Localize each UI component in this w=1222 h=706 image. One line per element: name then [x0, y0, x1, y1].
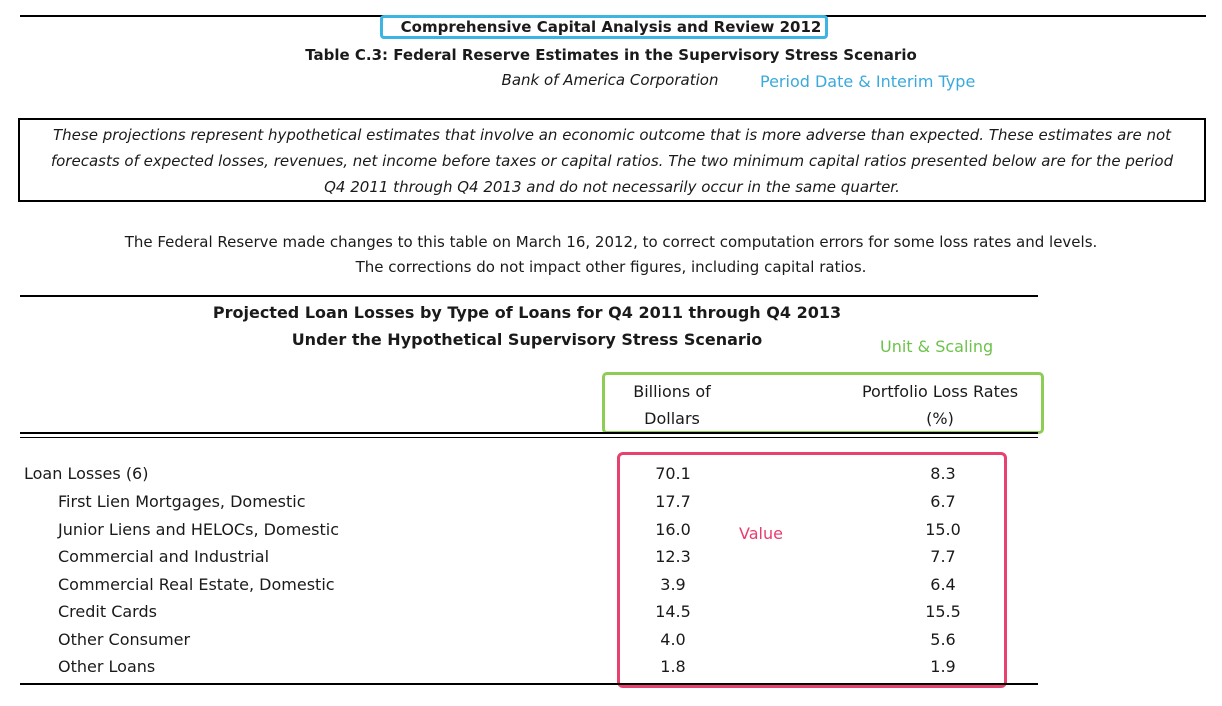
- loss-rate-value: 1.9: [930, 657, 956, 676]
- header-double-rule: [20, 432, 1038, 434]
- unit-annotation: Unit & Scaling: [880, 337, 994, 356]
- report-title: Comprehensive Capital Analysis and Revie…: [400, 18, 822, 36]
- table-row: Commercial Real Estate, Domestic 3.9 6.4: [0, 575, 1222, 602]
- row-label: Credit Cards: [58, 602, 157, 621]
- loss-rate-value: 15.0: [925, 520, 961, 539]
- row-label: First Lien Mortgages, Domestic: [58, 492, 306, 511]
- table-title-line: Under the Hypothetical Supervisory Stres…: [291, 330, 763, 349]
- column-header-line: Billions of: [633, 382, 711, 401]
- period-highlight-box: [380, 15, 828, 39]
- billions-value: 3.9: [660, 575, 686, 594]
- table-title: Projected Loan Losses by Type of Loans f…: [100, 299, 954, 353]
- billions-value: 17.7: [655, 492, 691, 511]
- disclaimer-box: These projections represent hypothetical…: [18, 118, 1206, 202]
- billions-value: 12.3: [655, 547, 691, 566]
- value-annotation: Value: [739, 524, 783, 543]
- billions-value: 1.8: [660, 657, 686, 676]
- column-header-line: Portfolio Loss Rates: [861, 382, 1019, 401]
- loss-rate-value: 7.7: [930, 547, 956, 566]
- column-header-line: (%): [926, 409, 954, 428]
- loss-rate-value: 15.5: [925, 602, 961, 621]
- row-label: Other Consumer: [58, 630, 191, 649]
- column-header-billions: Billions of Dollars: [608, 378, 736, 432]
- loss-rate-value: 5.6: [930, 630, 956, 649]
- table-row: Other Consumer 4.0 5.6: [0, 630, 1222, 657]
- row-label: Other Loans: [58, 657, 156, 676]
- disclaimer-line: forecasts of expected losses, revenues, …: [50, 152, 1174, 170]
- column-header-line: Dollars: [644, 409, 700, 428]
- table-row: Credit Cards 14.5 15.5: [0, 602, 1222, 629]
- table-row: Junior Liens and HELOCs, Domestic 16.0 1…: [0, 520, 1222, 547]
- correction-note: The Federal Reserve made changes to this…: [60, 230, 1162, 280]
- table-subtitle: Table C.3: Federal Reserve Estimates in …: [305, 46, 917, 64]
- table-row: Other Loans 1.8 1.9: [0, 657, 1222, 684]
- disclaimer-line: These projections represent hypothetical…: [52, 126, 1172, 144]
- row-label: Commercial Real Estate, Domestic: [58, 575, 335, 594]
- loss-rate-value: 8.3: [930, 464, 956, 483]
- disclaimer-line: Q4 2011 through Q4 2013 and do not neces…: [324, 178, 900, 196]
- loss-rate-value: 6.7: [930, 492, 956, 511]
- table-title-line: Projected Loan Losses by Type of Loans f…: [212, 303, 842, 322]
- row-label: Commercial and Industrial: [58, 547, 270, 566]
- billions-value: 70.1: [655, 464, 691, 483]
- column-header-loss-rates: Portfolio Loss Rates (%): [840, 378, 1040, 432]
- loss-rate-value: 6.4: [930, 575, 956, 594]
- billions-value: 14.5: [655, 602, 691, 621]
- table-row: First Lien Mortgages, Domestic 17.7 6.7: [0, 492, 1222, 519]
- table-top-rule: [20, 295, 1038, 297]
- table-row: Loan Losses (6) 70.1 8.3: [0, 464, 1222, 491]
- company-name: Bank of America Corporation: [501, 71, 719, 89]
- row-label: Loan Losses (6): [24, 464, 149, 483]
- correction-line: The corrections do not impact other figu…: [355, 258, 867, 276]
- value-highlight-box: [617, 452, 1007, 688]
- header-double-rule: [20, 437, 1038, 438]
- period-annotation: Period Date & Interim Type: [760, 72, 976, 91]
- billions-value: 4.0: [660, 630, 686, 649]
- table-row: Commercial and Industrial 12.3 7.7: [0, 547, 1222, 574]
- table-bottom-rule: [20, 683, 1038, 685]
- correction-line: The Federal Reserve made changes to this…: [124, 233, 1098, 251]
- billions-value: 16.0: [655, 520, 691, 539]
- row-label: Junior Liens and HELOCs, Domestic: [58, 520, 339, 539]
